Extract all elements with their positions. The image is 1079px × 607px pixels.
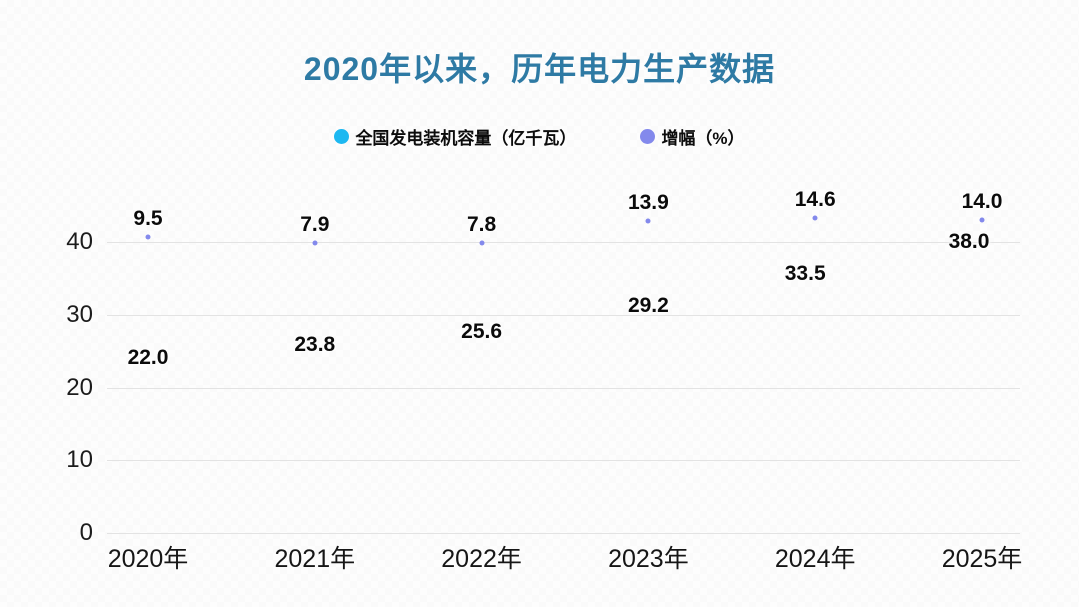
growth-data-point[interactable]	[979, 217, 985, 223]
capacity-value-label: 23.8	[294, 332, 336, 356]
y-axis-tick-label: 0	[79, 519, 93, 546]
legend-item-growth[interactable]: 增幅（%）	[640, 124, 745, 149]
gridline	[107, 460, 1020, 462]
growth-value-label: 7.8	[466, 213, 497, 237]
growth-data-point[interactable]	[312, 240, 318, 246]
chart-title: 2020年以来，历年电力生产数据	[303, 51, 776, 87]
growth-data-point[interactable]	[645, 218, 651, 224]
x-axis-label: 2025年	[941, 545, 1023, 573]
capacity-value-label: 33.5	[784, 262, 826, 286]
capacity-value-label: 29.2	[627, 293, 669, 317]
growth-value-label: 14.0	[961, 190, 1003, 214]
y-axis-tick-label: 40	[66, 228, 93, 255]
capacity-value-label: 38.0	[948, 229, 990, 253]
legend-label-growth: 增幅（%）	[661, 129, 745, 148]
y-axis-tick-label: 10	[66, 446, 93, 474]
x-axis-label: 2023年	[608, 545, 689, 573]
growth-value-label: 9.5	[133, 207, 163, 231]
gridline	[107, 387, 1020, 389]
legend-label-capacity: 全国发电装机容量（亿千瓦）	[355, 129, 577, 148]
x-axis-label: 2024年	[774, 545, 856, 573]
gridline	[107, 533, 1020, 534]
capacity-value-label: 25.6	[461, 319, 503, 343]
x-axis-label: 2022年	[441, 545, 522, 573]
legend-marker-growth-icon	[640, 129, 656, 144]
x-axis-label: 2020年	[107, 545, 189, 573]
legend-item-capacity[interactable]: 全国发电装机容量（亿千瓦）	[334, 124, 576, 149]
growth-data-point[interactable]	[479, 240, 485, 246]
growth-value-label: 7.9	[300, 213, 330, 237]
y-axis-tick-label: 20	[66, 373, 93, 401]
y-axis-tick-label: 30	[66, 300, 93, 328]
growth-data-point[interactable]	[812, 215, 818, 221]
legend: 全国发电装机容量（亿千瓦） 增幅（%）	[0, 124, 1079, 149]
gridline	[107, 314, 1020, 316]
x-axis-label: 2021年	[274, 545, 356, 573]
growth-value-label: 14.6	[794, 188, 836, 212]
growth-value-label: 13.9	[627, 190, 669, 214]
growth-data-point[interactable]	[145, 234, 151, 240]
capacity-value-label: 22.0	[127, 345, 169, 369]
gridline	[107, 242, 1020, 243]
legend-marker-capacity-icon	[334, 129, 350, 144]
